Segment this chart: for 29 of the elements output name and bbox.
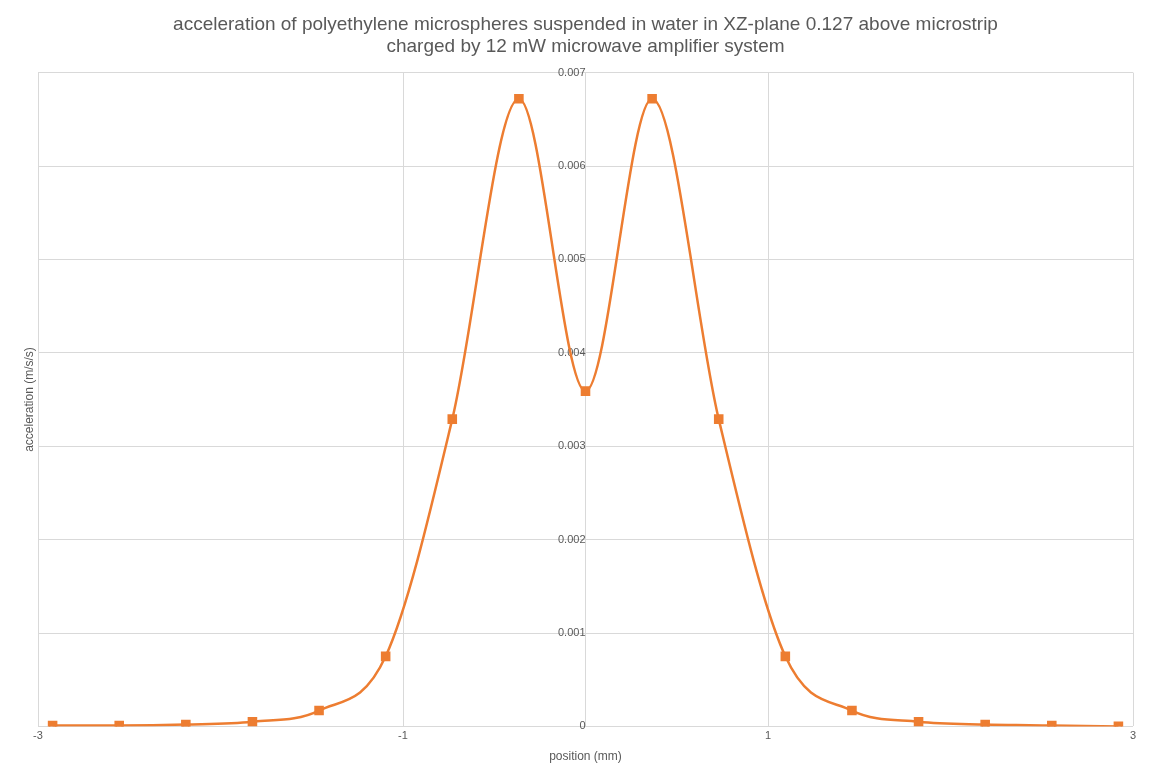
x-tick-label: -1: [398, 729, 408, 742]
point: [980, 719, 990, 727]
y-tick-label: 0.007: [557, 65, 586, 78]
y-axis-title: acceleration (m/s/s): [22, 347, 37, 452]
x-tick-label: -3: [33, 729, 43, 742]
point: [913, 716, 924, 727]
point: [780, 651, 791, 662]
y-tick-label: 0: [579, 719, 586, 732]
point: [514, 93, 524, 104]
x-tick-label: 3: [1129, 729, 1137, 742]
y-tick-label: 0.001: [557, 626, 586, 639]
point: [447, 414, 458, 424]
y-tick-label: 0.005: [557, 252, 586, 265]
point: [1047, 720, 1057, 727]
point: [580, 386, 591, 396]
y-tick-label: 0.003: [557, 439, 586, 452]
point: [114, 720, 124, 727]
x-tick-label: 1: [764, 729, 772, 742]
chart-title: acceleration of polyethylene microspheres suspended in water in XZ-plane 0.127 above microstrip charged by 12 mW microwave amplifier system: [173, 12, 998, 57]
x-axis-title: position (mm): [549, 749, 622, 764]
point: [181, 719, 191, 727]
y-tick-label: 0.006: [557, 159, 586, 172]
point: [647, 93, 657, 104]
point: [247, 716, 258, 727]
point: [314, 705, 324, 716]
point: [380, 651, 391, 662]
point: [847, 705, 857, 716]
y-tick-label: 0.002: [557, 532, 586, 545]
point: [713, 414, 724, 424]
